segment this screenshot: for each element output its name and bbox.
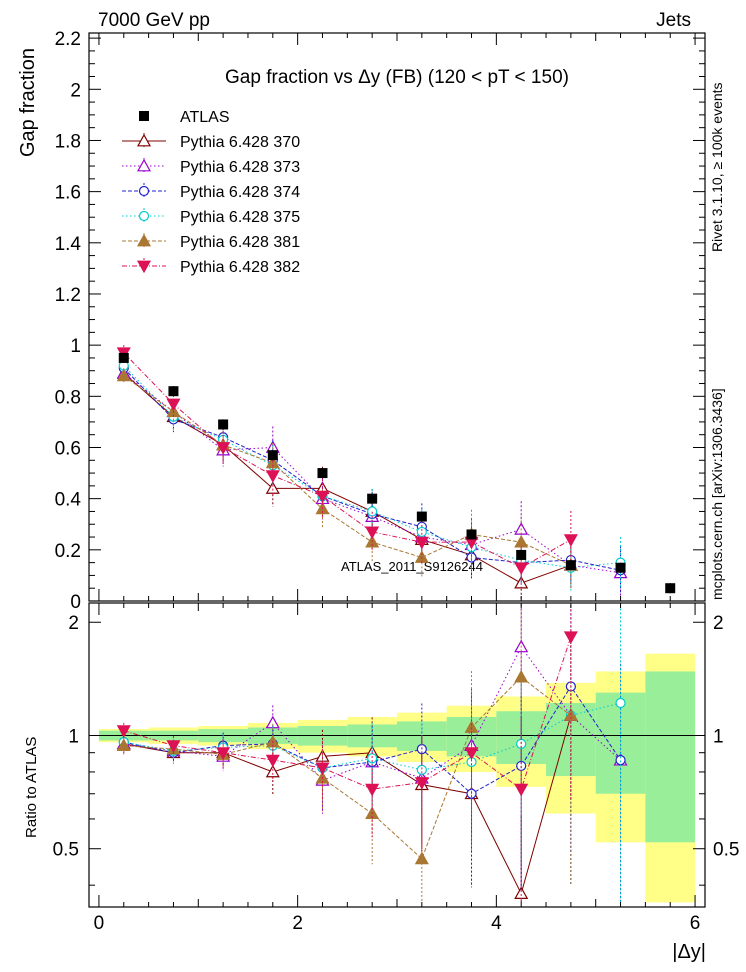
legend-370-marker (136, 133, 152, 147)
legend-370-label: Pythia 6.428 370 (180, 134, 300, 151)
y-tick-label-bottom: 1 (68, 726, 79, 747)
series-370-point (265, 481, 280, 494)
atlas-data-point (466, 529, 477, 540)
mcplots-label: mcplots.cern.ch [arXiv:1306.3436] (709, 388, 725, 600)
series-382-ratio-point (414, 777, 429, 790)
legend-374-label: Pythia 6.428 374 (180, 184, 300, 201)
y-tick-label-bottom: 0.5 (53, 840, 79, 861)
uncertainty-band-inner (645, 671, 696, 843)
series-375-ratio-line (123, 702, 621, 771)
chart-title: Gap fraction vs Δy (FB) (120 < pT < 150) (225, 67, 569, 88)
series-375-point (367, 506, 378, 517)
y-axis-label-bottom: Ratio to ATLAS (23, 737, 40, 838)
series-381-point (116, 368, 131, 382)
x-axis-label: |Δy| (672, 941, 706, 963)
legend-373-marker (136, 158, 152, 172)
atlas-data-point (665, 583, 676, 594)
series-382-ratio-point (116, 725, 131, 738)
y-tick-label-top: 0.4 (55, 490, 82, 511)
series-382-point (315, 490, 330, 504)
series-382-ratio-point (514, 783, 529, 797)
series-370-ratio-point (265, 764, 280, 778)
series-382-point (265, 470, 280, 483)
series-382-point (514, 562, 529, 575)
legend: ATLAS Pythia 6.428 370 Pythia 6.428 373 Pyt… (122, 109, 300, 276)
header-left: 7000 GeV pp (98, 10, 210, 31)
legend-381-marker (136, 233, 152, 247)
top-panel-frame (88, 32, 706, 602)
legend-373-label: Pythia 6.428 373 (180, 159, 300, 176)
series-382-ratio-point (464, 747, 479, 760)
legend-atlas-marker (139, 111, 149, 121)
series-382-ratio-point (166, 740, 181, 753)
y-tick-label-top: 1.2 (55, 285, 81, 306)
atlas-data-point (367, 493, 378, 504)
atlas-data-point (565, 560, 576, 571)
series-381-ratio-point (116, 738, 131, 751)
series-370-line (123, 372, 572, 584)
series-375-ratio-point (615, 697, 626, 709)
series-382-point (216, 442, 231, 455)
y-tick-label-top: 1.8 (55, 131, 81, 152)
y-tick-label-bottom-right: 0.5 (713, 840, 739, 861)
series-381-point (514, 534, 529, 548)
y-tick-label-top: 1.4 (55, 234, 82, 255)
series-382-point (365, 526, 380, 540)
legend-375-label: Pythia 6.428 375 (180, 209, 300, 226)
legend-375-marker (138, 210, 150, 222)
rivet-label: Rivet 3.1.10, ≥ 100k events (709, 82, 725, 252)
y-tick-label-bottom-right: 1 (713, 726, 724, 747)
x-tick-label: 4 (491, 913, 502, 934)
x-tick-label: 6 (690, 913, 701, 934)
atlas-data-point (118, 352, 129, 363)
x-tick-label: 0 (94, 913, 105, 934)
series-382-ratio-point (365, 783, 380, 797)
atlas-data-point (416, 511, 427, 522)
series-382-ratio-point (315, 762, 330, 776)
series-373-line (123, 372, 621, 574)
series-382-point (414, 536, 429, 550)
atlas-data-point (168, 386, 179, 397)
header-right: Jets (656, 10, 691, 31)
series-381-line (123, 375, 572, 566)
series-382-ratio-point (216, 747, 231, 760)
series-382-ratio-point (265, 754, 280, 768)
y-tick-label-top: 2 (70, 80, 81, 101)
y-tick-label-top: 1.6 (55, 183, 81, 204)
y-tick-label-top: 0.8 (55, 387, 81, 408)
legend-atlas-label: ATLAS (180, 109, 230, 126)
y-tick-label-bottom-right: 2 (713, 613, 724, 634)
series-381-ratio-point (514, 669, 529, 683)
series-370-ratio-line (123, 715, 572, 895)
watermark: ATLAS_2011_S9126244 (341, 559, 483, 574)
series-381-ratio-line (123, 676, 572, 860)
series-381-ratio-point (414, 851, 429, 865)
legend-382-label: Pythia 6.428 382 (180, 259, 300, 276)
y-tick-label-top: 0.2 (55, 541, 81, 562)
atlas-data-point (218, 419, 229, 430)
atlas-data-point (615, 562, 626, 573)
series-382-ratio-point (563, 631, 578, 644)
series-382-point (166, 398, 181, 412)
atlas-data-point (267, 450, 278, 461)
atlas-data-point (317, 468, 328, 479)
series-382-point (563, 534, 578, 547)
legend-374-marker (138, 185, 150, 197)
atlas-data-point (516, 549, 527, 560)
series-382-line (123, 352, 572, 569)
series-375-ratio-point (416, 764, 427, 776)
bottom-panel-frame (88, 602, 706, 908)
series-374-line (123, 367, 621, 571)
y-tick-label-top: 0.6 (55, 438, 81, 459)
x-tick-label: 2 (292, 913, 303, 934)
y-tick-label-top: 2.2 (55, 29, 81, 50)
y-tick-label-bottom: 2 (68, 613, 79, 634)
legend-382-marker (136, 260, 152, 274)
series-375-point (416, 526, 427, 538)
y-tick-label-top: 1 (70, 336, 81, 357)
legend-381-label: Pythia 6.428 381 (180, 234, 300, 251)
y-axis-label-top: Gap fraction (17, 48, 39, 157)
y-tick-label-top: 0 (70, 592, 81, 613)
